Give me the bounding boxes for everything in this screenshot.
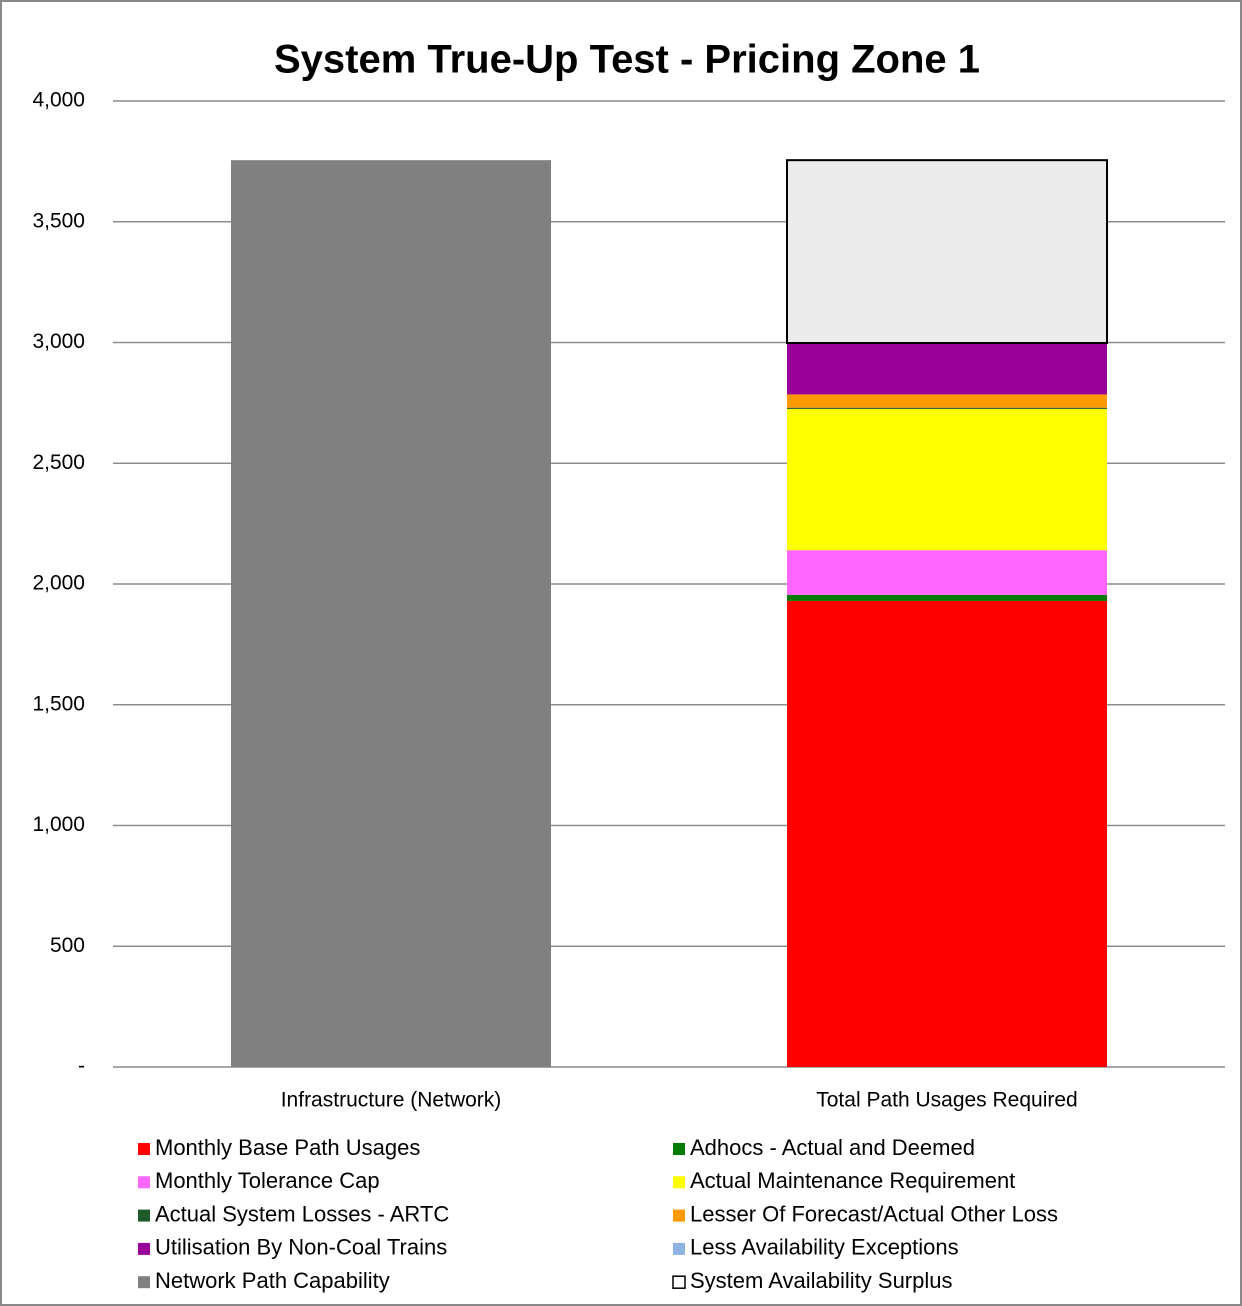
y-tick-label: 500 — [50, 934, 85, 957]
bar-segment — [231, 160, 551, 1068]
legend-swatch — [673, 1176, 685, 1189]
legend-swatch — [673, 1143, 685, 1155]
legend-label: System Availability Surplus — [690, 1268, 953, 1293]
bar-segment — [787, 408, 1107, 551]
legend-label: Network Path Capability — [155, 1268, 390, 1293]
legend-label: Actual System Losses - ARTC — [155, 1201, 449, 1226]
legend-label: Actual Maintenance Requirement — [690, 1168, 1015, 1193]
y-tick-label: - — [78, 1055, 85, 1078]
chart-title: System True-Up Test - Pricing Zone 1 — [274, 38, 980, 82]
legend-label: Monthly Tolerance Cap — [155, 1168, 380, 1193]
bar-segment — [787, 407, 1107, 409]
bar-segment — [787, 550, 1107, 595]
legend-swatch — [138, 1209, 150, 1222]
legend-label: Lesser Of Forecast/Actual Other Loss — [690, 1201, 1058, 1226]
legend-swatch — [672, 1275, 686, 1289]
bar-segment — [787, 342, 1107, 395]
x-tick-label: Infrastructure (Network) — [281, 1089, 502, 1112]
x-tick-label: Total Path Usages Required — [816, 1089, 1078, 1112]
bar-segment — [786, 159, 1108, 344]
legend-swatch — [138, 1143, 150, 1155]
y-tick-label: 1,000 — [32, 813, 85, 836]
y-tick-label: 3,500 — [32, 209, 85, 232]
legend-label: Monthly Base Path Usages — [155, 1135, 420, 1160]
bar-segment — [787, 600, 1107, 1067]
y-tick-label: 2,500 — [32, 451, 85, 474]
y-tick-label: 3,000 — [32, 330, 85, 353]
legend-label: Utilisation By Non-Coal Trains — [155, 1235, 447, 1260]
legend-swatch — [138, 1176, 150, 1189]
legend-swatch — [138, 1276, 150, 1289]
y-tick-label: 1,500 — [32, 692, 85, 715]
legend-label: Less Availability Exceptions — [690, 1235, 959, 1260]
legend-label: Adhocs - Actual and Deemed — [690, 1135, 975, 1160]
legend-swatch — [673, 1242, 685, 1255]
bar-segment — [787, 394, 1107, 408]
legend-swatch — [138, 1242, 150, 1255]
y-tick-label: 4,000 — [32, 89, 85, 112]
bar-segment — [787, 594, 1107, 601]
y-tick-label: 2,000 — [32, 572, 85, 595]
legend-swatch — [673, 1209, 685, 1222]
